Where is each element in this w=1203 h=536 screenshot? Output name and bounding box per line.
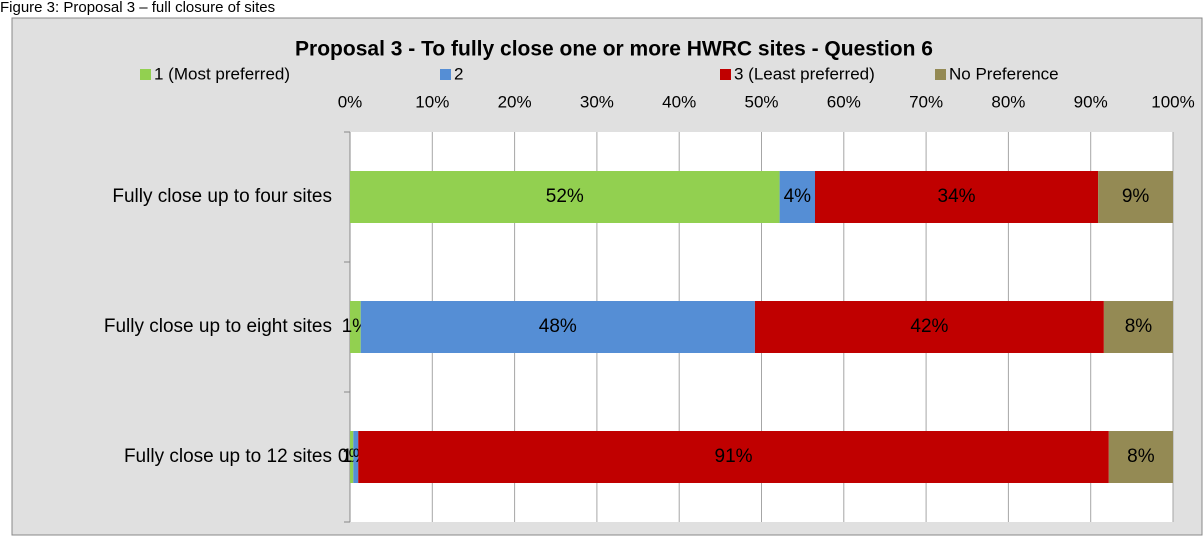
x-tick-label: 10%: [415, 92, 449, 111]
legend-swatch: [720, 69, 731, 80]
legend-swatch: [140, 69, 151, 80]
chart-title: Proposal 3 - To fully close one or more …: [295, 38, 933, 61]
x-tick-label: 20%: [498, 92, 532, 111]
data-label: 8%: [1125, 316, 1153, 337]
caption: Figure 3: Proposal 3 – full closure of s…: [0, 0, 275, 16]
data-label: 34%: [938, 186, 976, 207]
bar-segment: [350, 301, 361, 353]
x-tick-label: 100%: [1151, 92, 1194, 111]
x-tick-label: 40%: [662, 92, 696, 111]
x-tick-label: 60%: [827, 92, 861, 111]
data-label: 42%: [910, 316, 948, 337]
bar-segment: [353, 431, 359, 483]
data-label: 9%: [1122, 186, 1150, 207]
data-label: 4%: [784, 186, 812, 207]
x-tick-label: 50%: [744, 92, 778, 111]
y-tick-label: Fully close up to four sites: [112, 186, 332, 207]
x-tick-label: 0%: [338, 92, 363, 111]
legend-swatch: [440, 69, 451, 80]
x-tick-label: 90%: [1074, 92, 1108, 111]
data-label: 91%: [715, 446, 753, 467]
bar-segment: [360, 301, 755, 353]
data-label: 48%: [539, 316, 577, 337]
bar-segment: [814, 171, 1099, 223]
data-label: 8%: [1127, 446, 1155, 467]
bar-segment: [1108, 431, 1173, 483]
bar-segment: [1103, 301, 1173, 353]
bar-segment: [754, 301, 1104, 353]
bar-segment: [350, 171, 780, 223]
bar-segment: [350, 431, 354, 483]
legend-label: 3 (Least preferred): [734, 64, 875, 83]
y-tick-label: Fully close up to eight sites: [104, 316, 332, 337]
x-tick-label: 80%: [991, 92, 1025, 111]
data-label: 52%: [546, 186, 584, 207]
legend-label: 2: [454, 64, 463, 83]
legend-label: 1 (Most preferred): [154, 64, 290, 83]
x-tick-label: 30%: [580, 92, 614, 111]
legend-label: No Preference: [949, 64, 1059, 83]
bar-segment: [358, 431, 1109, 483]
y-tick-label: Fully close up to 12 sites: [124, 446, 332, 467]
x-tick-label: 70%: [909, 92, 943, 111]
bar-segment: [779, 171, 815, 223]
legend-swatch: [935, 69, 946, 80]
bar-segment: [1098, 171, 1173, 223]
